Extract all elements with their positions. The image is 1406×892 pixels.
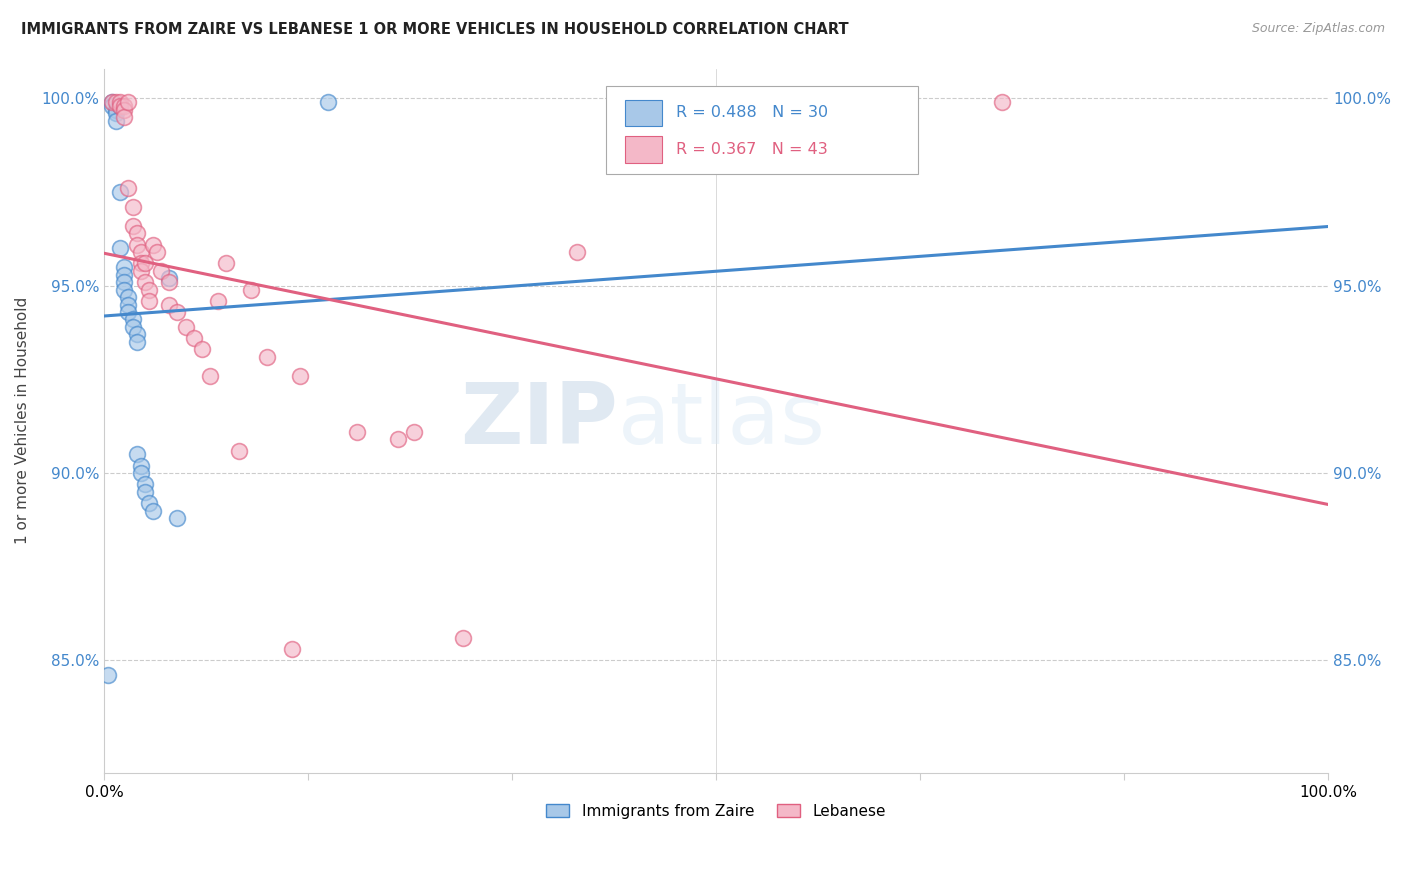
Point xyxy=(129,245,152,260)
Point xyxy=(191,343,214,357)
Text: R = 0.488   N = 30: R = 0.488 N = 30 xyxy=(676,105,828,120)
Point xyxy=(112,260,135,274)
Text: ZIP: ZIP xyxy=(460,379,619,462)
Point xyxy=(112,110,135,124)
Point xyxy=(117,95,139,110)
Point xyxy=(110,241,132,255)
Point xyxy=(134,477,156,491)
Point xyxy=(112,99,135,113)
Point xyxy=(134,275,156,289)
Point xyxy=(215,256,238,270)
Point xyxy=(112,103,135,117)
Point xyxy=(112,275,135,289)
Point xyxy=(138,496,160,510)
Point xyxy=(207,293,229,308)
Point xyxy=(110,99,132,113)
Point xyxy=(101,95,124,110)
Point xyxy=(101,95,124,110)
Point xyxy=(134,484,156,499)
Point xyxy=(112,283,135,297)
Point xyxy=(318,95,340,110)
Point xyxy=(105,106,128,120)
FancyBboxPatch shape xyxy=(606,87,918,174)
Point xyxy=(134,256,156,270)
Point xyxy=(121,312,143,326)
Point xyxy=(166,305,188,319)
Point xyxy=(121,200,143,214)
Point xyxy=(117,181,139,195)
Point xyxy=(174,320,197,334)
Point xyxy=(105,103,128,117)
Point xyxy=(125,327,148,342)
Point xyxy=(112,268,135,282)
Point xyxy=(125,447,148,461)
Point xyxy=(990,95,1012,110)
Point xyxy=(125,237,148,252)
Text: atlas: atlas xyxy=(619,379,827,462)
Point xyxy=(125,227,148,241)
Y-axis label: 1 or more Vehicles in Household: 1 or more Vehicles in Household xyxy=(15,297,30,544)
Point xyxy=(256,350,278,364)
Point xyxy=(567,245,589,260)
Text: IMMIGRANTS FROM ZAIRE VS LEBANESE 1 OR MORE VEHICLES IN HOUSEHOLD CORRELATION CH: IMMIGRANTS FROM ZAIRE VS LEBANESE 1 OR M… xyxy=(21,22,849,37)
Point xyxy=(129,466,152,480)
Point xyxy=(110,185,132,199)
Point xyxy=(117,297,139,311)
Legend: Immigrants from Zaire, Lebanese: Immigrants from Zaire, Lebanese xyxy=(540,797,891,825)
Point xyxy=(121,219,143,233)
Point xyxy=(105,114,128,128)
Point xyxy=(121,320,143,334)
Point xyxy=(288,368,311,383)
Point xyxy=(198,368,221,383)
FancyBboxPatch shape xyxy=(626,136,662,163)
Point xyxy=(166,511,188,525)
Point xyxy=(228,443,250,458)
Point xyxy=(150,264,173,278)
Point xyxy=(157,297,180,311)
Point xyxy=(157,271,180,285)
Point xyxy=(101,99,124,113)
Point xyxy=(404,425,426,439)
Point xyxy=(142,503,165,517)
Point xyxy=(110,95,132,110)
Point xyxy=(387,433,409,447)
Point xyxy=(129,264,152,278)
FancyBboxPatch shape xyxy=(626,100,662,127)
Point xyxy=(280,642,302,657)
Point xyxy=(117,305,139,319)
Point xyxy=(110,99,132,113)
Point xyxy=(105,95,128,110)
Point xyxy=(138,293,160,308)
Text: R = 0.367   N = 43: R = 0.367 N = 43 xyxy=(676,142,827,157)
Text: Source: ZipAtlas.com: Source: ZipAtlas.com xyxy=(1251,22,1385,36)
Point xyxy=(157,275,180,289)
Point xyxy=(129,256,152,270)
Point xyxy=(183,331,205,345)
Point xyxy=(239,283,262,297)
Point xyxy=(146,245,169,260)
Point xyxy=(346,425,368,439)
Point xyxy=(451,631,474,645)
Point xyxy=(129,458,152,473)
Point xyxy=(97,668,120,682)
Point xyxy=(138,283,160,297)
Point xyxy=(117,290,139,304)
Point xyxy=(142,237,165,252)
Point xyxy=(125,334,148,349)
